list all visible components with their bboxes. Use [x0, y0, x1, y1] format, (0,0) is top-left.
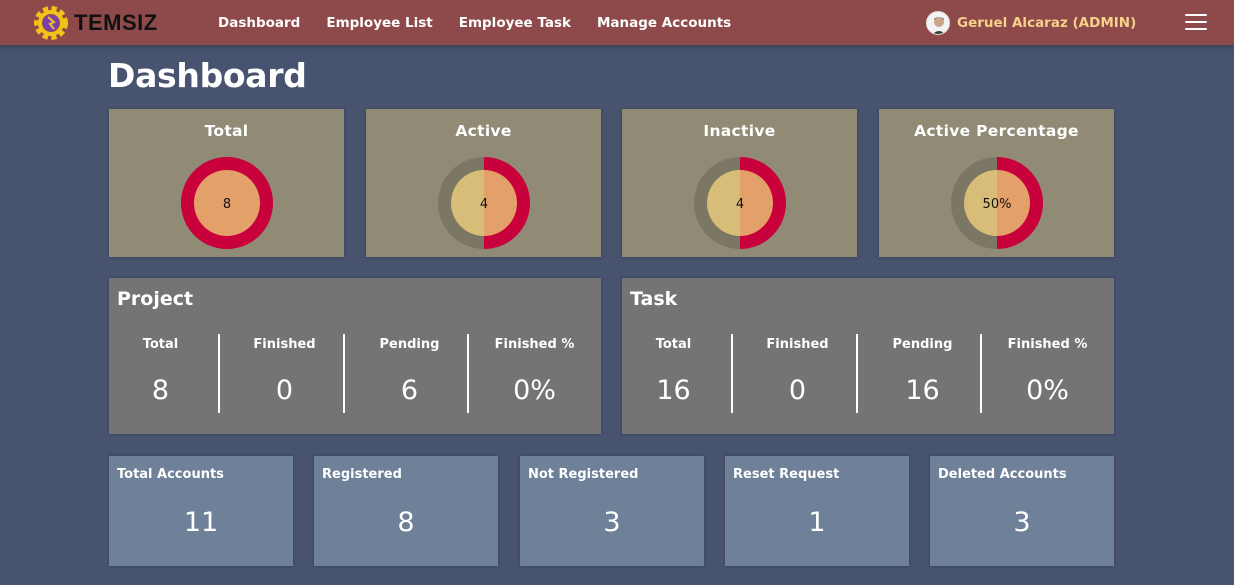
- nav-links: Dashboard Employee List Employee Task Ma…: [218, 0, 757, 45]
- user-menu[interactable]: Geruel Alcaraz (ADMIN): [926, 10, 1136, 36]
- stat-value: 8: [151, 375, 170, 406]
- user-name: Geruel Alcaraz (ADMIN): [957, 15, 1137, 31]
- stat-value: 0%: [513, 375, 556, 406]
- project-stat-total: Total 8: [98, 333, 223, 413]
- stat-value: 16: [905, 375, 940, 406]
- account-card-reset-request[interactable]: Reset Request 1: [725, 456, 909, 566]
- task-stat-pending: Pending 16: [860, 333, 985, 413]
- stat-label: Finished %: [494, 337, 575, 352]
- stat-label: Finished: [766, 337, 829, 352]
- ring-value: 4: [480, 197, 488, 212]
- task-panel: Task Total 16 Finished 0 Pending 16 Fini…: [622, 278, 1114, 434]
- ring-chart: 4: [694, 157, 786, 249]
- account-card-label: Deleted Accounts: [938, 467, 1067, 482]
- ring-center-right: [740, 170, 773, 236]
- account-card-value: 1: [808, 507, 826, 538]
- gear-logo-icon: [34, 6, 68, 40]
- account-card-label: Reset Request: [733, 467, 840, 482]
- ring-card-title: Active Percentage: [914, 122, 1079, 140]
- project-stat-finished-percent: Finished % 0%: [472, 333, 597, 413]
- nav-link-employee-task[interactable]: Employee Task: [458, 14, 571, 31]
- task-stat-finished: Finished 0: [735, 333, 860, 413]
- account-card-not-registered[interactable]: Not Registered 3: [520, 456, 704, 566]
- project-stat-pending: Pending 6: [347, 333, 472, 413]
- account-card-total[interactable]: Total Accounts 11: [109, 456, 293, 566]
- account-card-registered[interactable]: Registered 8: [314, 456, 498, 566]
- account-card-value: 3: [1013, 507, 1031, 538]
- account-card-label: Total Accounts: [117, 467, 224, 482]
- stat-label: Pending: [379, 337, 440, 352]
- ring-center: [194, 170, 260, 236]
- employee-inactive-card: Inactive 4: [622, 109, 857, 257]
- stat-divider: [218, 334, 220, 413]
- account-card-value: 8: [397, 507, 415, 538]
- project-panel-title: Project: [117, 288, 194, 310]
- ring-card-title: Total: [204, 122, 249, 140]
- ring-center-left: [707, 170, 740, 236]
- nav-link-employee-list[interactable]: Employee List: [326, 14, 433, 31]
- ring-card-title: Inactive: [703, 122, 776, 140]
- stat-value: 0%: [1026, 375, 1069, 406]
- top-navbar: TEMSIZ Dashboard Employee List Employee …: [0, 0, 1234, 45]
- stat-value: 16: [656, 375, 691, 406]
- stat-value: 6: [400, 375, 419, 406]
- employee-total-card: Total 8: [109, 109, 344, 257]
- ring-value: 8: [223, 197, 231, 212]
- page-title: Dashboard: [108, 56, 307, 95]
- ring-center-left: [964, 170, 997, 236]
- account-card-label: Not Registered: [528, 467, 639, 482]
- ring-center-left: [451, 170, 484, 236]
- account-card-value: 3: [603, 507, 621, 538]
- ring-value: 4: [736, 197, 744, 212]
- ring-card-title: Active: [455, 122, 512, 140]
- ring-chart: 4: [438, 157, 530, 249]
- employee-active-card: Active 4: [366, 109, 601, 257]
- stat-label: Finished: [253, 337, 316, 352]
- stat-label: Total: [655, 337, 692, 352]
- ring-chart: 50%: [951, 157, 1043, 249]
- brand-name: TEMSIZ: [74, 10, 158, 35]
- stat-value: 0: [275, 375, 294, 406]
- task-panel-title: Task: [630, 288, 678, 310]
- project-stat-finished: Finished 0: [222, 333, 347, 413]
- stat-divider: [980, 334, 982, 413]
- stat-divider: [343, 334, 345, 413]
- employee-active-percentage-card: Active Percentage 50%: [879, 109, 1114, 257]
- nav-link-dashboard[interactable]: Dashboard: [218, 14, 301, 31]
- user-avatar-icon: [926, 11, 950, 35]
- ring-chart: 8: [181, 157, 273, 249]
- stat-divider: [856, 334, 858, 413]
- account-card-deleted[interactable]: Deleted Accounts 3: [930, 456, 1114, 566]
- stat-divider: [467, 334, 469, 413]
- stat-label: Total: [142, 337, 179, 352]
- task-stat-total: Total 16: [611, 333, 736, 413]
- ring-center-right: [484, 170, 517, 236]
- stat-label: Finished %: [1007, 337, 1088, 352]
- hamburger-menu-icon[interactable]: [1185, 14, 1207, 31]
- account-card-value: 11: [183, 507, 219, 538]
- stat-divider: [731, 334, 733, 413]
- project-panel: Project Total 8 Finished 0 Pending 6 Fin…: [109, 278, 601, 434]
- brand[interactable]: TEMSIZ: [31, 3, 158, 43]
- stat-value: 0: [788, 375, 807, 406]
- task-stat-finished-percent: Finished % 0%: [985, 333, 1110, 413]
- ring-center-right: [997, 170, 1030, 236]
- stat-label: Pending: [892, 337, 953, 352]
- account-card-label: Registered: [322, 467, 402, 482]
- ring-value: 50%: [983, 197, 1012, 212]
- nav-link-manage-accounts[interactable]: Manage Accounts: [597, 14, 732, 31]
